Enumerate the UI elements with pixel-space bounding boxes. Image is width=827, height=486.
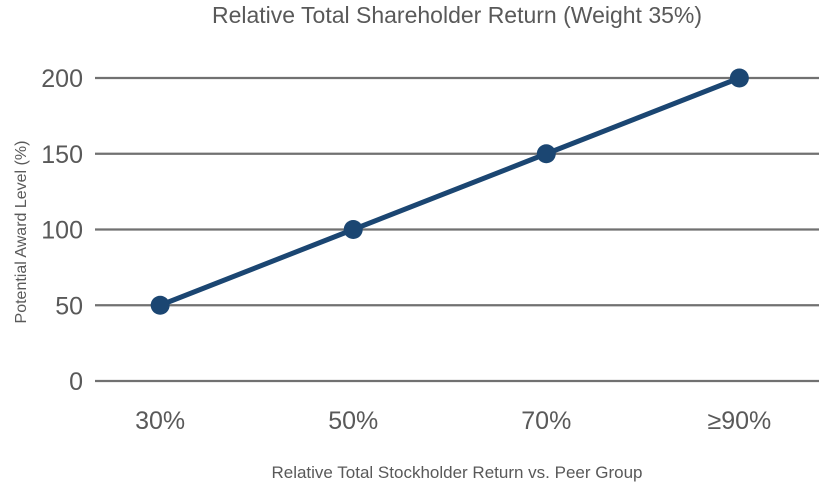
y-tick-label: 150 (41, 141, 83, 169)
y-tick-label: 50 (55, 292, 83, 320)
chart-title: Relative Total Shareholder Return (Weigh… (211, 2, 703, 28)
data-point (343, 220, 363, 239)
x-tick-label: 30% (135, 407, 185, 435)
data-point (150, 295, 170, 315)
data-point (536, 144, 556, 164)
y-tick-label: 200 (41, 65, 83, 93)
y-tick-label: 100 (41, 217, 83, 245)
data-point (729, 68, 749, 88)
x-tick-label: 50% (328, 407, 378, 435)
x-tick-label: ≥90% (707, 407, 771, 435)
x-axis-title: Relative Total Stockholder Return vs. Pe… (271, 463, 643, 482)
data-line (157, 75, 742, 308)
y-tick-label: 0 (69, 368, 83, 396)
x-tick-label: 70% (521, 407, 571, 435)
